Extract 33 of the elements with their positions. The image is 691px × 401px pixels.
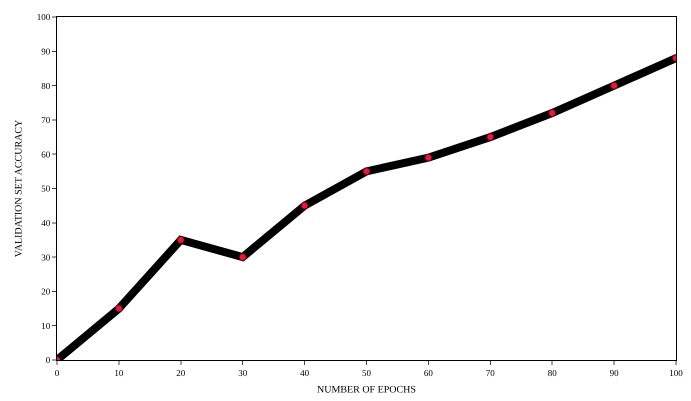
y-tick-label: 60 (41, 149, 51, 160)
x-tick-label: 50 (362, 368, 372, 378)
x-axis-title: NUMBER OF EPOCHS (317, 384, 416, 396)
x-tick-label: 10 (114, 368, 124, 378)
point (548, 109, 556, 118)
x-tick-label: 80 (548, 368, 558, 378)
y-tick-label: 80 (41, 80, 51, 91)
y-tick-label: 10 (41, 320, 51, 331)
y-tick-label: 50 (41, 184, 51, 194)
y-tick-label: 90 (41, 46, 51, 56)
y-tick-label: 70 (41, 115, 51, 126)
x-tick-label: 20 (176, 368, 186, 378)
point (610, 82, 618, 90)
point (114, 304, 123, 313)
x-tick-label: 90 (610, 368, 620, 378)
point (238, 253, 247, 262)
y-axis-title: VALIDATION SET ACCURACY (14, 120, 25, 258)
point (362, 167, 370, 176)
point (300, 202, 309, 210)
x-tick-label: 70 (486, 368, 496, 378)
y-tick-label: 100 (36, 12, 51, 22)
y-tick-label: 20 (41, 286, 51, 297)
x-tick-label: 60 (424, 368, 434, 378)
x-tick-label: 100 (669, 368, 684, 378)
point (176, 236, 185, 244)
x-tick-label: 0 (54, 368, 60, 378)
point (486, 133, 494, 142)
x-tick-label: 40 (300, 368, 310, 378)
point (424, 154, 432, 162)
x-tick-label: 30 (238, 368, 248, 378)
y-tick-label: 0 (46, 355, 51, 366)
y-tick-label: 30 (41, 252, 51, 262)
y-tick-label: 40 (41, 218, 51, 228)
